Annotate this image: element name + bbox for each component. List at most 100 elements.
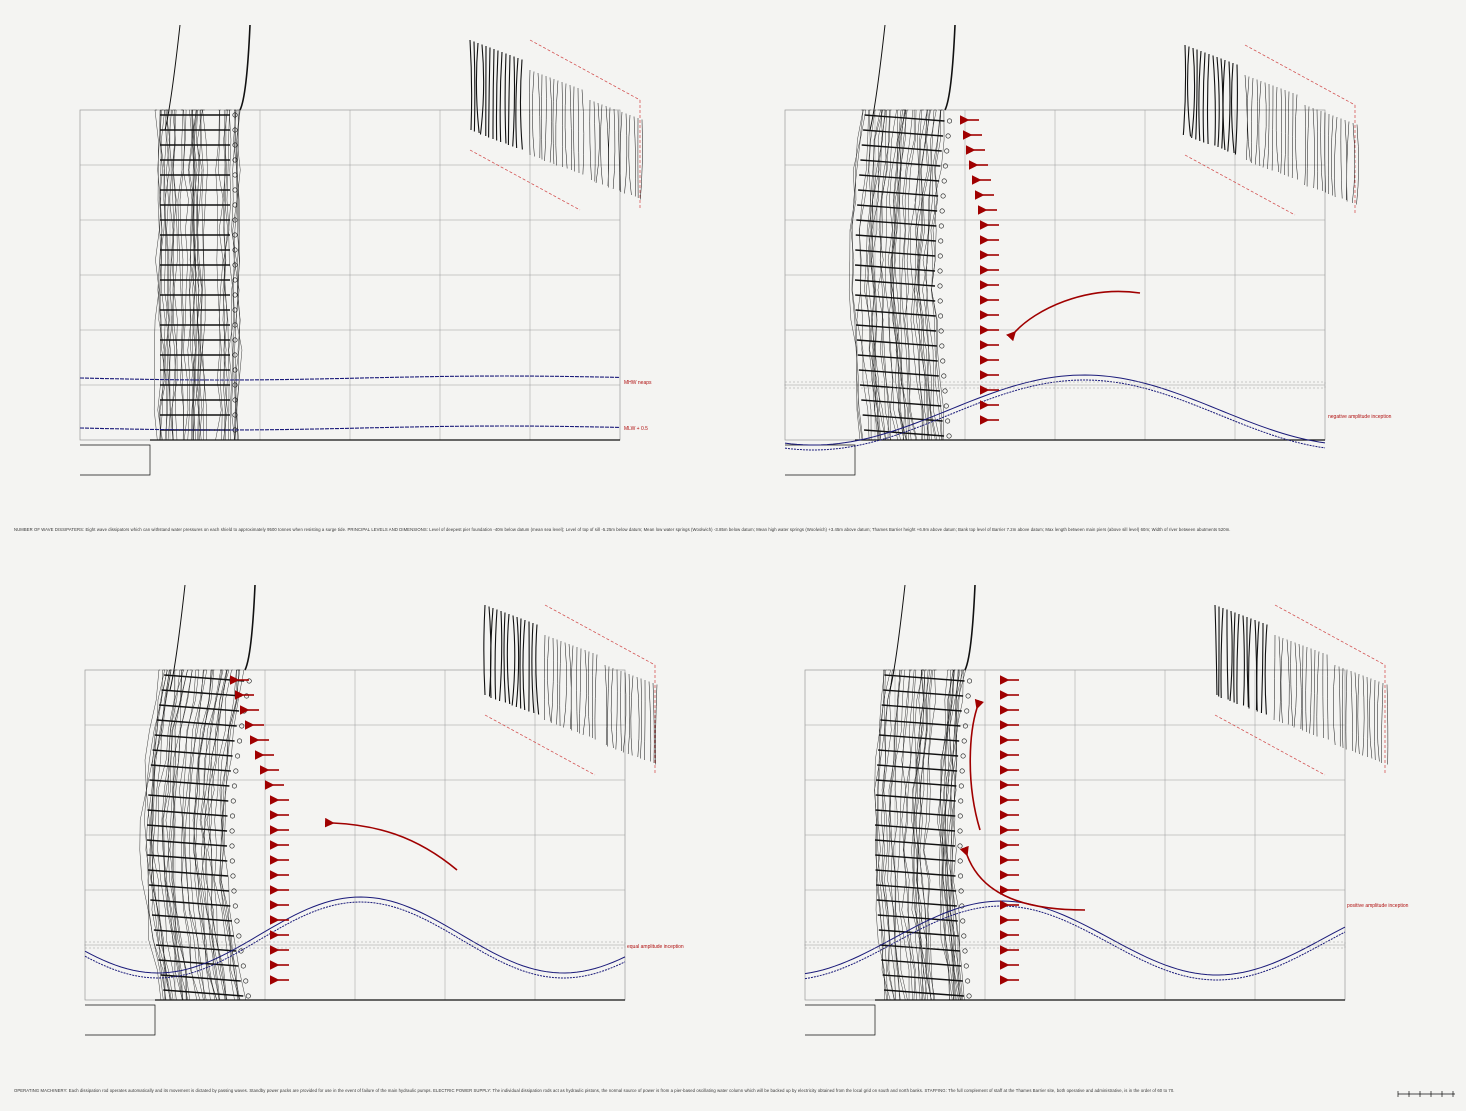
dissipator-strand — [866, 109, 883, 441]
iso-layer-strand — [1212, 55, 1216, 146]
iso-layer-strand — [1202, 52, 1206, 143]
dissipator-rod — [147, 869, 229, 877]
dissipator-rod — [154, 734, 235, 742]
iso-layer-strand — [1206, 53, 1210, 145]
rod-end — [232, 217, 238, 223]
iso-layer-strand — [1236, 613, 1240, 705]
iso-layer-strand — [628, 114, 632, 196]
iso-guide — [1244, 44, 1356, 106]
dissipator-rod — [150, 899, 231, 907]
iso-layer-strand — [1287, 91, 1290, 177]
rod-end — [230, 873, 236, 879]
dissipator-rod — [160, 974, 241, 982]
iso-layer-strand — [535, 624, 540, 715]
iso-layer-strand — [640, 678, 642, 759]
rod-end — [962, 948, 968, 954]
iso-layer-strand — [1381, 682, 1384, 764]
iso-layer-strand — [1229, 610, 1233, 702]
rod-end — [232, 397, 238, 403]
dissipator-rod — [860, 159, 941, 167]
dissipator-rod — [878, 749, 959, 757]
rod-end — [232, 367, 238, 373]
dissipator-rod — [880, 719, 961, 727]
dissipator-strand — [223, 109, 230, 441]
iso-layer-strand — [1246, 616, 1249, 708]
rod-end — [232, 157, 238, 163]
dissipator-rod — [864, 114, 945, 122]
rod-end — [937, 298, 943, 304]
iso-layer-strand — [1195, 49, 1198, 140]
iso-layer-strand — [1356, 124, 1359, 205]
iso-layer-strand — [552, 78, 555, 165]
dissipator-strand — [913, 109, 928, 441]
iso-layer-strand — [1222, 59, 1226, 151]
rod-end — [938, 328, 944, 334]
dissipator-strand — [172, 109, 178, 441]
dissipator-strand — [168, 109, 174, 441]
dissipator-strand — [890, 109, 907, 441]
iso-layer-strand — [1306, 106, 1310, 187]
iso-layer-strand — [492, 48, 495, 140]
rod-end — [945, 133, 951, 139]
dissipator-rod — [862, 414, 943, 422]
scale-bar — [1397, 1091, 1455, 1097]
dissipator-strand — [874, 669, 885, 1001]
dissipator-strand — [903, 669, 917, 1001]
flow-arrow — [1006, 290, 1141, 342]
dissipator-rod — [876, 884, 957, 892]
iso-layer-strand — [1226, 609, 1229, 700]
dissipator-rod — [148, 884, 230, 892]
iso-layer-strand — [594, 654, 598, 740]
iso-layer-strand — [1366, 676, 1369, 758]
still-water-band — [804, 941, 1346, 949]
rod-end — [231, 888, 237, 894]
dissipator-rod — [863, 429, 945, 437]
iso-layer-strand — [1271, 85, 1274, 171]
iso-layer-strand — [1230, 62, 1235, 154]
dissipator-strand — [950, 669, 965, 1001]
rod-end — [966, 993, 972, 999]
iso-layer-strand — [624, 113, 628, 194]
rod-end — [232, 412, 238, 418]
rod-end — [232, 262, 238, 268]
dissipator-strand — [199, 669, 223, 1001]
dissipator-rod — [861, 399, 942, 407]
iso-layer-strand — [1322, 652, 1324, 739]
wave-curve — [804, 905, 1346, 981]
dissipator-rod — [879, 734, 960, 742]
rod-end — [964, 708, 970, 714]
rod-end — [232, 277, 238, 283]
dissipator-strand — [193, 669, 217, 1001]
rod-end — [960, 918, 966, 924]
dissipator-rod — [859, 174, 940, 182]
dissipator-rod — [882, 974, 963, 982]
dissipator-strand — [197, 109, 203, 441]
rod-end — [967, 678, 973, 684]
dissipator-rod — [149, 779, 230, 787]
iso-layer-strand — [494, 609, 498, 700]
rod-end — [945, 418, 951, 424]
iso-layer-strand — [1283, 89, 1287, 176]
dissipator-strand — [222, 109, 228, 441]
dissipator-rod — [855, 294, 936, 302]
dissipator-rod — [875, 854, 956, 862]
iso-layer-strand — [1312, 107, 1315, 189]
dissipator-strand — [214, 669, 235, 1001]
dissipator-strand — [151, 669, 172, 1001]
rod-end — [232, 187, 238, 193]
dissipator-strand — [946, 669, 962, 1001]
iso-layer-strand — [1242, 615, 1245, 706]
dissipator-rod — [855, 309, 936, 317]
dissipator-strand — [157, 669, 178, 1001]
iso-layer-strand — [1302, 645, 1304, 731]
dissipator-strand — [850, 109, 864, 441]
rod-end — [965, 978, 971, 984]
flow-arrow — [324, 817, 458, 871]
dissipator-rod — [147, 809, 228, 817]
iso-guide — [484, 714, 596, 776]
rod-end — [958, 873, 964, 879]
iso-layer-strand — [1377, 681, 1380, 762]
bank-line-left — [889, 584, 906, 691]
dissipator-strand — [161, 669, 183, 1001]
